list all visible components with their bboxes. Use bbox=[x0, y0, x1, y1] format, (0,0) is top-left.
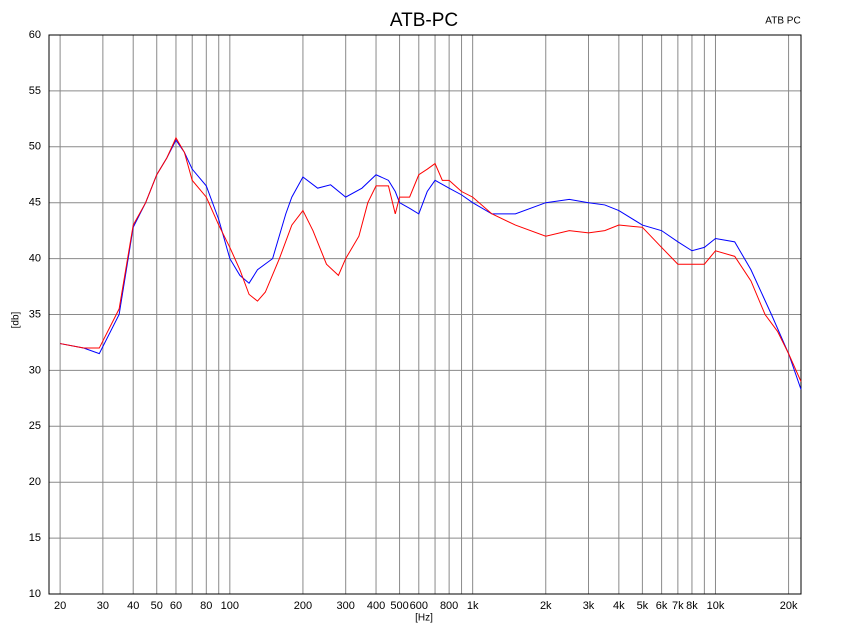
y-tick-label: 30 bbox=[29, 364, 41, 376]
series-line bbox=[60, 136, 802, 382]
x-tick-label: 20k bbox=[780, 600, 798, 612]
x-tick-label: 10k bbox=[707, 600, 725, 612]
y-tick-label: 45 bbox=[29, 197, 41, 209]
x-tick-label: 40 bbox=[127, 600, 139, 612]
legend-label: ATB PC bbox=[765, 16, 800, 27]
x-tick-label: 7k bbox=[672, 600, 684, 612]
y-tick-label: 10 bbox=[29, 588, 41, 600]
x-axis-label: [Hz] bbox=[415, 613, 433, 624]
x-tick-label: 20 bbox=[54, 600, 66, 612]
x-tick-label: 60 bbox=[170, 600, 182, 612]
x-tick-label: 4k bbox=[613, 600, 625, 612]
x-tick-label: 100 bbox=[221, 600, 239, 612]
x-tick-label: 600 bbox=[410, 600, 428, 612]
x-tick-label: 6k bbox=[656, 600, 668, 612]
y-tick-label: 15 bbox=[29, 532, 41, 544]
plot-frame bbox=[48, 34, 802, 595]
y-tick-label: 60 bbox=[29, 29, 41, 41]
x-tick-label: 50 bbox=[151, 600, 163, 612]
x-tick-label: 200 bbox=[294, 600, 312, 612]
y-tick-label: 50 bbox=[29, 141, 41, 153]
x-tick-label: 3k bbox=[583, 600, 595, 612]
x-tick-label: 30 bbox=[97, 600, 109, 612]
y-tick-label: 35 bbox=[29, 308, 41, 320]
grid bbox=[49, 34, 801, 595]
y-tick-label: 25 bbox=[29, 420, 41, 432]
x-tick-label: 5k bbox=[637, 600, 649, 612]
x-tick-label: 300 bbox=[337, 600, 355, 612]
chart-title: ATB-PC bbox=[390, 10, 458, 31]
y-tick-label: 55 bbox=[29, 85, 41, 97]
y-axis-label: [db] bbox=[11, 311, 22, 328]
x-tick-label: 8k bbox=[686, 600, 698, 612]
x-tick-label: 80 bbox=[200, 600, 212, 612]
x-tick-label: 500 bbox=[390, 600, 408, 612]
y-tick-label: 20 bbox=[29, 476, 41, 488]
x-tick-label: 1k bbox=[467, 600, 479, 612]
x-tick-label: 800 bbox=[440, 600, 458, 612]
x-tick-label: 2k bbox=[540, 600, 552, 612]
y-tick-label: 40 bbox=[29, 253, 41, 265]
series-line bbox=[60, 139, 802, 390]
x-tick-label: 400 bbox=[367, 600, 385, 612]
